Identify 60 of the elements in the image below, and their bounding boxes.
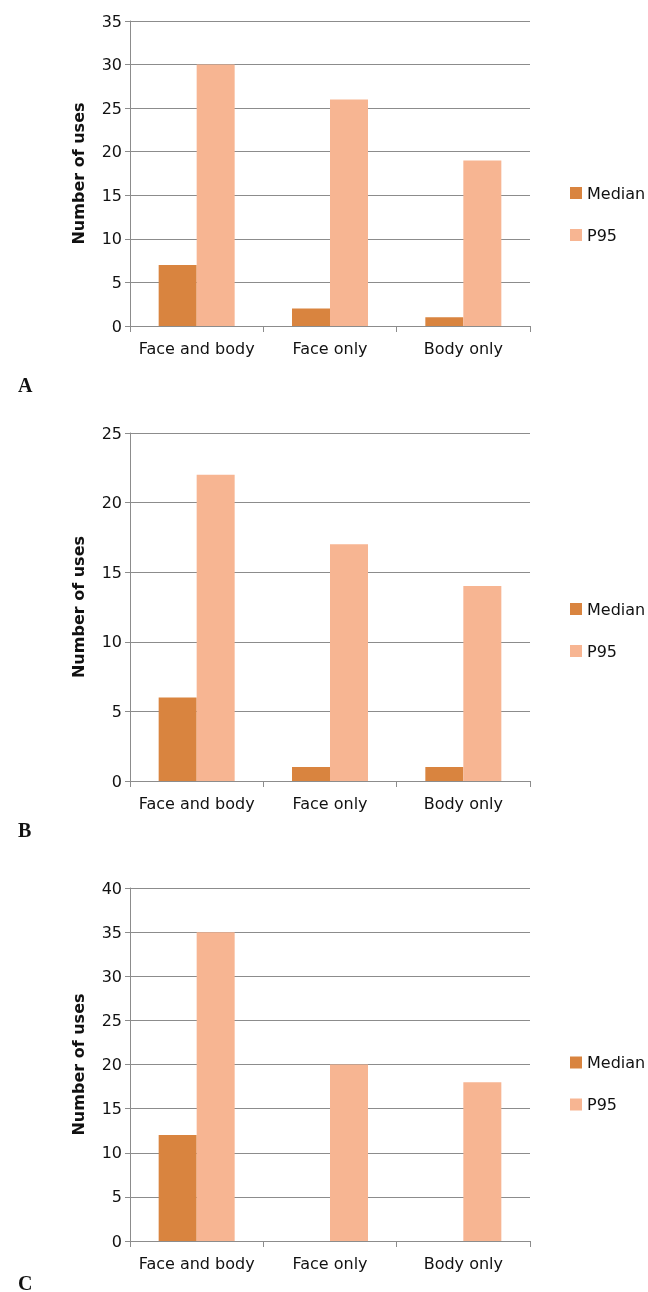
text: C	[18, 1272, 33, 1292]
y-tick-label: 10	[101, 1143, 122, 1163]
y-tick-label: 0	[111, 771, 122, 791]
y-tick-label: 0	[111, 316, 122, 336]
y-tick-label: 20	[101, 493, 122, 513]
x-tick-label: Body only	[423, 793, 503, 813]
bar	[330, 544, 368, 781]
legend-label: Median	[587, 1053, 646, 1072]
legend-label: P95	[587, 225, 618, 245]
x-tick-label: Face only	[292, 793, 368, 813]
y-tick-label: 35	[101, 11, 122, 31]
legend-label: Median	[587, 599, 646, 619]
legend-label: P95	[587, 1095, 618, 1114]
y-tick-label: 5	[111, 1187, 122, 1207]
y-tick-label: 20	[101, 142, 122, 162]
bar	[425, 767, 464, 781]
legend-label: Median	[587, 183, 646, 203]
y-axis-title: Number of uses	[68, 102, 88, 245]
bar	[463, 586, 502, 781]
x-tick-label: Face only	[292, 338, 368, 358]
y-axis-title: Number of uses	[68, 993, 88, 1136]
bar	[463, 1082, 502, 1241]
bar	[158, 1135, 197, 1241]
text: A	[18, 374, 33, 396]
bar	[463, 160, 502, 326]
y-tick-label: 20	[101, 1055, 122, 1074]
bar	[196, 932, 235, 1241]
bar	[196, 64, 235, 326]
bar	[292, 308, 330, 326]
y-axis-title: Number of uses	[68, 535, 88, 679]
bar	[292, 767, 330, 781]
y-tick-label: 15	[101, 562, 122, 582]
y-tick-label: 15	[101, 185, 122, 205]
bar	[158, 697, 197, 781]
bar	[330, 99, 368, 326]
bar	[196, 474, 235, 781]
y-tick-label: 5	[111, 272, 122, 292]
x-tick-label: Face and body	[138, 338, 255, 358]
y-tick-label: 25	[101, 1010, 122, 1030]
bar	[330, 1064, 368, 1241]
y-tick-label: 40	[101, 878, 122, 898]
x-tick-label: Face and body	[138, 1253, 255, 1273]
y-tick-label: 0	[111, 1231, 122, 1251]
y-tick-label: 25	[101, 98, 122, 118]
y-tick-label: 10	[101, 229, 122, 249]
y-tick-label: 30	[101, 966, 122, 986]
y-tick-label: 25	[101, 423, 122, 443]
bar	[158, 265, 197, 326]
bar	[425, 317, 464, 326]
x-tick-label: Face and body	[138, 793, 255, 813]
text: B	[18, 819, 32, 841]
y-tick-label: 10	[101, 632, 122, 652]
y-tick-label: 5	[111, 701, 122, 721]
x-tick-label: Body only	[423, 1253, 503, 1273]
legend-label: P95	[587, 641, 618, 661]
y-tick-label: 35	[101, 922, 122, 942]
x-tick-label: Body only	[423, 338, 503, 358]
y-tick-label: 30	[101, 55, 122, 75]
y-tick-label: 15	[101, 1099, 122, 1119]
x-tick-label: Face only	[292, 1253, 368, 1273]
